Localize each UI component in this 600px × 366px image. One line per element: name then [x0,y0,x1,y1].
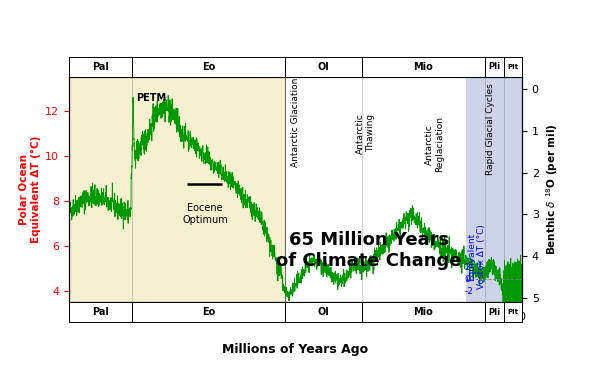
Text: Pal: Pal [92,62,109,72]
Text: Pli: Pli [488,62,500,71]
X-axis label: Millions of Years Ago: Millions of Years Ago [223,343,368,355]
Text: -2: -2 [464,287,473,296]
Bar [69,77,285,302]
Text: Antarctic
Thawing: Antarctic Thawing [355,113,375,153]
Text: Plt: Plt [508,309,518,315]
Text: Eocene
Optimum: Eocene Optimum [182,203,228,224]
Text: Pal: Pal [92,307,109,317]
Text: 2: 2 [464,263,470,272]
Text: Equivalent
Vostok ΔT (°C): Equivalent Vostok ΔT (°C) [467,224,487,290]
Y-axis label: Benthic $\delta$ $^{18}$O (per mil): Benthic $\delta$ $^{18}$O (per mil) [544,123,560,255]
Text: Plt: Plt [508,64,518,70]
Text: Eo: Eo [202,62,215,72]
Bar [466,77,522,302]
Text: PETM: PETM [137,93,167,102]
Text: Mio: Mio [413,62,433,72]
Text: Antarctic
Reglaciation: Antarctic Reglaciation [425,116,445,172]
Bar [69,77,285,302]
Text: Antarctic Glaciation: Antarctic Glaciation [291,77,300,167]
Text: Eo: Eo [202,307,215,317]
Text: 0: 0 [464,275,470,284]
Y-axis label: Polar Ocean
Equivalent ΔT (°C): Polar Ocean Equivalent ΔT (°C) [19,136,41,243]
Text: Ol: Ol [317,62,329,72]
Text: Ol: Ol [317,307,329,317]
Text: Mio: Mio [413,307,433,317]
Text: Rapid Glacial Cycles: Rapid Glacial Cycles [486,83,495,175]
Text: 65 Million Years
of Climate Change: 65 Million Years of Climate Change [276,231,461,270]
Text: Pli: Pli [488,307,500,317]
